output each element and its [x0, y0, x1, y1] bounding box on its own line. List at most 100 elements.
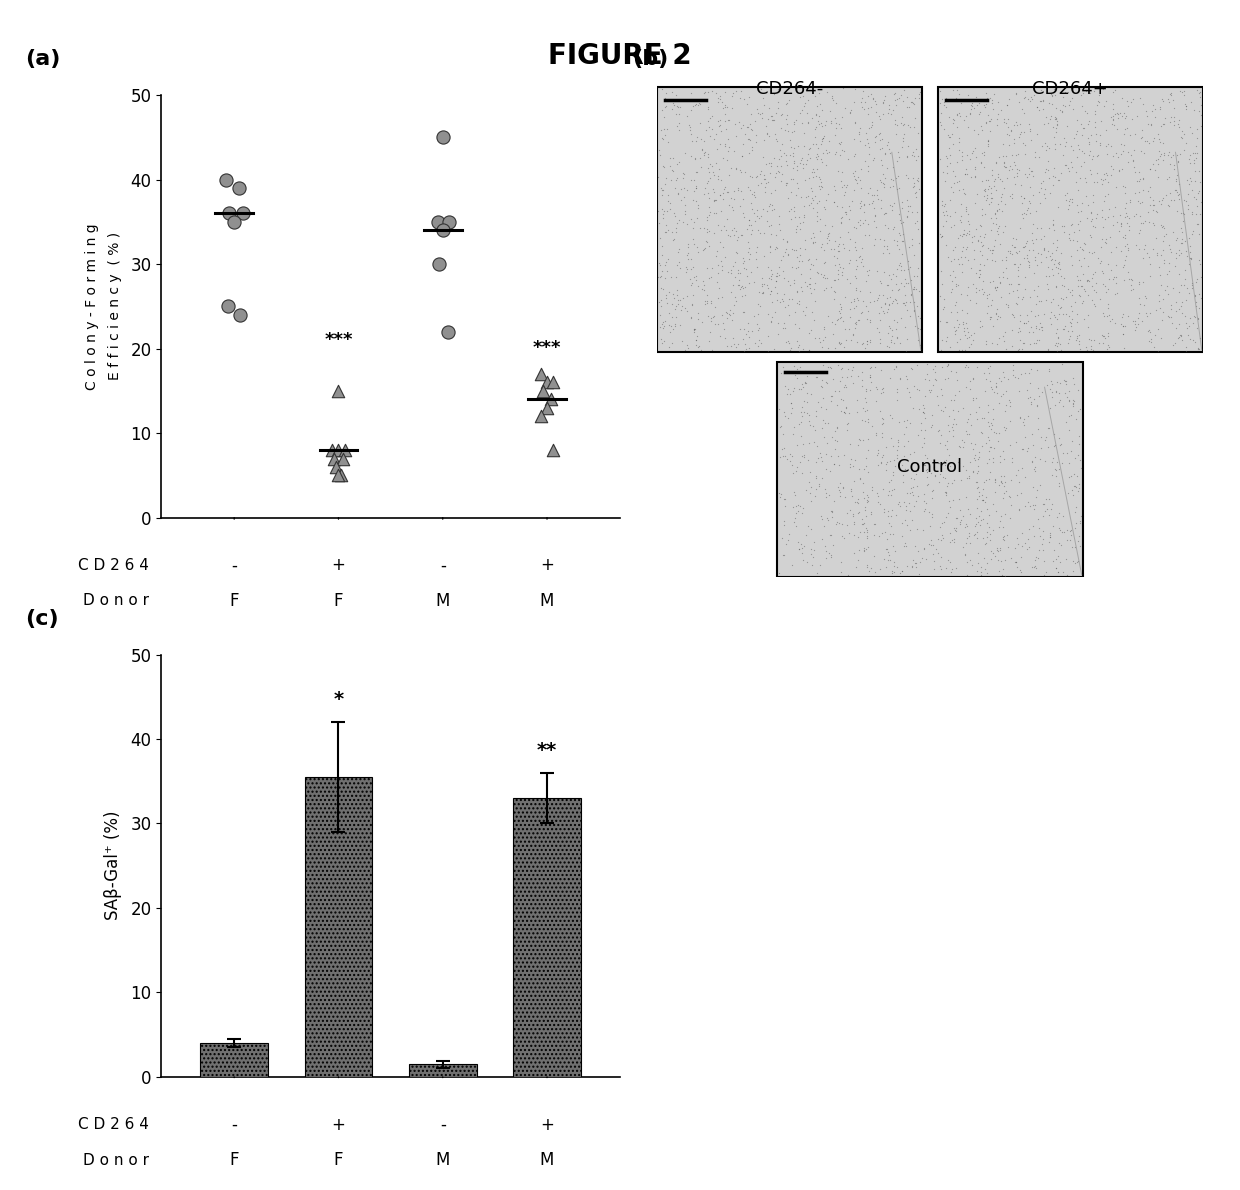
Point [777, 106, 797, 125]
Point [761, 312, 781, 331]
Point [1131, 129, 1151, 148]
Point [1060, 154, 1080, 173]
Point [1049, 503, 1069, 522]
Point [1161, 183, 1180, 202]
Point [1089, 333, 1109, 352]
Point [1045, 336, 1065, 355]
Point [683, 219, 703, 238]
Point [934, 300, 954, 319]
Point [963, 369, 983, 388]
Point [862, 502, 882, 521]
Point [936, 201, 956, 220]
Point [996, 382, 1016, 401]
Point [1001, 275, 1021, 294]
Point [839, 299, 859, 318]
Point [789, 540, 808, 559]
Point [1030, 81, 1050, 100]
Point [1171, 219, 1190, 238]
Point [739, 167, 759, 186]
Point [851, 522, 870, 541]
Point [1066, 162, 1086, 181]
Point [1143, 239, 1163, 258]
Point [978, 402, 998, 421]
Point [925, 369, 945, 388]
Point [806, 148, 826, 167]
Point [971, 152, 991, 171]
Point [1044, 127, 1064, 146]
Point [774, 292, 794, 311]
Point [670, 211, 689, 230]
Point [836, 399, 856, 418]
Point [1048, 114, 1068, 133]
Point [988, 168, 1008, 187]
Point [835, 186, 854, 205]
Point [986, 424, 1006, 443]
Point [1027, 395, 1047, 414]
Point [1019, 240, 1039, 259]
Point [846, 170, 866, 189]
Point [954, 438, 973, 457]
Point [1068, 202, 1087, 221]
Point [835, 338, 854, 357]
Point [872, 361, 892, 380]
Point [973, 187, 993, 206]
Point [1085, 280, 1105, 299]
Point [1028, 509, 1048, 528]
Point [859, 226, 879, 245]
Point [694, 219, 714, 238]
Point [853, 82, 873, 101]
Point [811, 180, 831, 199]
Point [1022, 231, 1042, 250]
Point [1149, 129, 1169, 148]
Point [1145, 195, 1164, 214]
Point [1164, 99, 1184, 118]
Point [1163, 146, 1183, 165]
Point [1120, 269, 1140, 288]
Point [996, 217, 1016, 236]
Point [730, 88, 750, 107]
Point [1187, 120, 1207, 139]
Point [1188, 338, 1208, 357]
Point [1052, 298, 1071, 317]
Point [733, 115, 753, 134]
Point [1070, 286, 1090, 305]
Point [777, 231, 797, 250]
Point [968, 462, 988, 481]
Point [1056, 375, 1076, 394]
Point [831, 213, 851, 232]
Point [1050, 334, 1070, 353]
Point [663, 162, 683, 181]
Point [956, 358, 976, 377]
Point [908, 171, 928, 190]
Point [1028, 408, 1048, 427]
Point [870, 453, 890, 472]
Point [987, 221, 1007, 240]
Point [846, 250, 866, 269]
Point [789, 336, 808, 355]
Point [806, 249, 826, 268]
Point [730, 163, 750, 182]
Point [884, 451, 904, 470]
Point [863, 481, 883, 500]
Point [686, 178, 706, 198]
Point [1060, 313, 1080, 332]
Point [1115, 251, 1135, 270]
Point [900, 478, 920, 497]
Point [1074, 233, 1094, 252]
Point [759, 127, 779, 146]
Point [1016, 534, 1035, 553]
Point [890, 308, 910, 327]
Point [1038, 438, 1058, 457]
Point [1070, 400, 1090, 419]
Point [904, 301, 924, 320]
Point [1049, 519, 1069, 538]
Point [723, 328, 743, 347]
Point [905, 491, 925, 511]
Point [1012, 340, 1032, 359]
Point [1011, 364, 1030, 383]
Point [894, 276, 914, 295]
Point [1053, 319, 1073, 338]
Point [1133, 169, 1153, 188]
Point [774, 246, 794, 265]
Point [940, 190, 960, 209]
